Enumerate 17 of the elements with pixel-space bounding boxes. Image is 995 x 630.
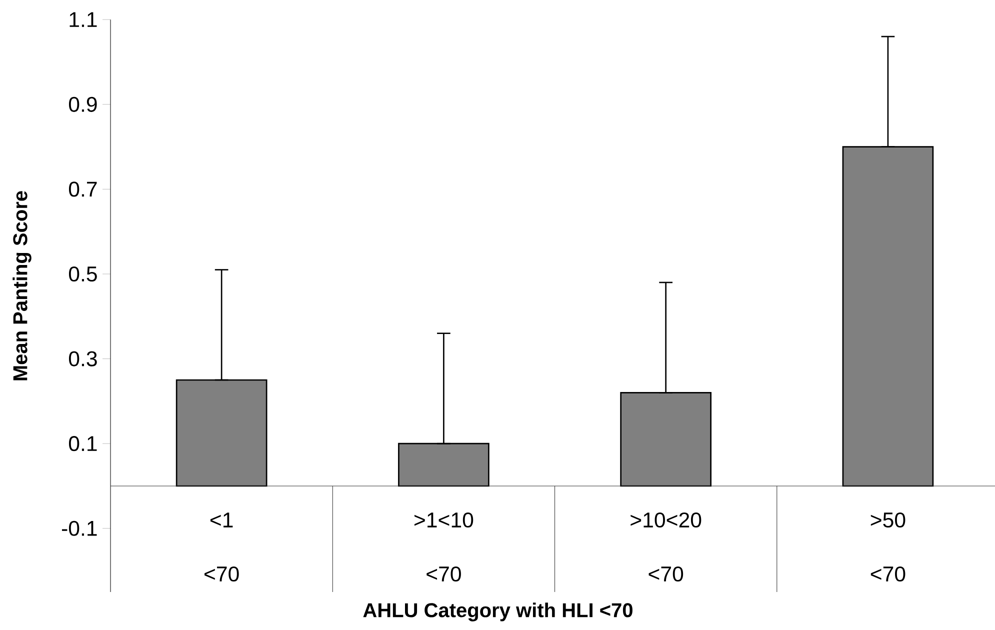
- y-tick-label: -0.1: [62, 520, 97, 536]
- y-axis-title: Mean Panting Score: [12, 191, 32, 380]
- x-tick-label: <1: [210, 512, 233, 528]
- x-axis-title: AHLU Category with HLI <70: [363, 602, 632, 622]
- annotation: <70: [204, 566, 239, 582]
- y-tick-label: 0.5: [68, 266, 97, 282]
- annotation: <70: [426, 566, 461, 582]
- y-tick-label: 0.1: [68, 436, 97, 452]
- annotation: <70: [648, 566, 684, 582]
- x-tick-label: >1<10: [414, 512, 474, 528]
- x-tick-label: >10<20: [630, 512, 702, 528]
- y-tick-label: 0.7: [68, 182, 97, 197]
- y-tick-label: 0.3: [68, 351, 97, 366]
- y-tick-label: 0.9: [68, 96, 97, 112]
- x-tick-label: >50: [870, 512, 906, 528]
- y-tick-label: 1.1: [70, 12, 97, 27]
- annotation: <70: [870, 566, 906, 582]
